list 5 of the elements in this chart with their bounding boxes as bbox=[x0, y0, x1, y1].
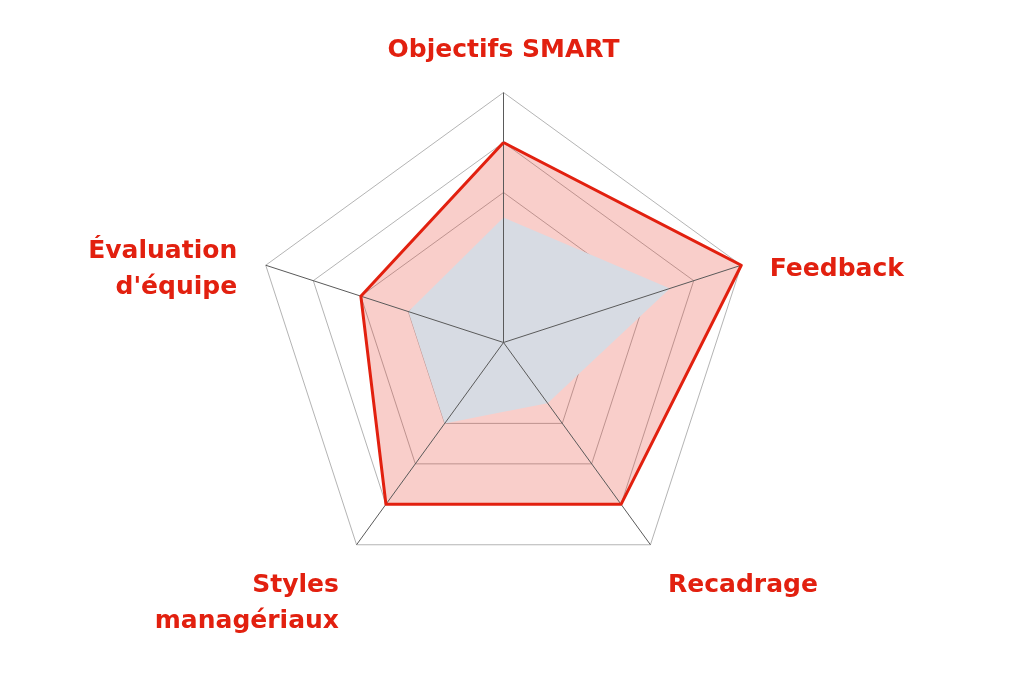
spoke-label: Évaluation d'équipe bbox=[88, 234, 238, 300]
spoke-label: Recadrage bbox=[668, 569, 818, 599]
spoke-label: Objectifs SMART bbox=[387, 33, 620, 63]
spoke-label: Styles managériaux bbox=[154, 569, 339, 635]
spoke-label: Feedback bbox=[769, 252, 906, 282]
